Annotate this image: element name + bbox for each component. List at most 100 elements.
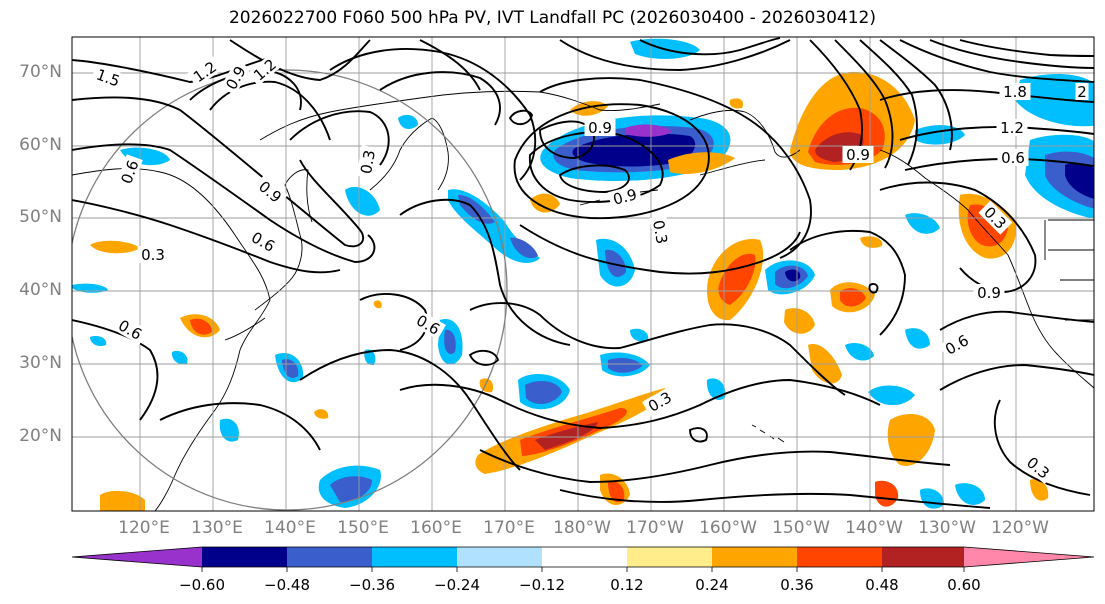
- pv-contour: [299, 349, 521, 471]
- contour-label: 0.3: [978, 200, 1013, 235]
- negative-anomaly-patch: [171, 350, 188, 365]
- negative-anomaly-patch: [1065, 163, 1094, 199]
- colorbar-tick-label: −0.60: [179, 576, 225, 594]
- pv-contour: [789, 229, 906, 336]
- contour-label-text: 0.9: [977, 284, 1001, 302]
- contour-label: 0.3: [137, 246, 169, 264]
- contour-label-text: 1.8: [1003, 83, 1027, 101]
- contour-label: 1.5: [90, 64, 126, 91]
- pv-contour: [159, 402, 321, 451]
- contour-label-text: 1.2: [1000, 119, 1024, 137]
- positive-anomaly-patch: [314, 409, 329, 419]
- positive-anomaly-patch: [530, 193, 560, 213]
- contour-label: 0.6: [410, 309, 446, 340]
- negative-anomaly-patch: [630, 328, 649, 342]
- positive-anomaly-patch: [190, 318, 212, 335]
- contour-label: 0.9: [252, 175, 288, 209]
- pv-contour: [993, 399, 1091, 496]
- lon-label: 170°W: [626, 518, 684, 538]
- lon-label: 150°W: [772, 518, 830, 538]
- colorbar-tick-label: −0.12: [519, 576, 565, 594]
- contour-label-text: 0.9: [588, 119, 612, 137]
- colorbar-tick-label: 0.24: [695, 576, 729, 594]
- contour-label-text: 2: [1077, 83, 1087, 101]
- colorbar-tick-label: −0.24: [434, 576, 480, 594]
- pv-contour: [868, 283, 879, 294]
- pv-contour: [689, 427, 708, 443]
- lat-label: 20°N: [19, 426, 62, 446]
- pv-contour: [939, 310, 1094, 331]
- colorbar-segment: [457, 547, 542, 567]
- graticule: [72, 37, 1094, 511]
- contour-label: 0.6: [116, 154, 143, 190]
- lat-label: 50°N: [19, 207, 62, 227]
- negative-anomaly-patch: [955, 483, 985, 505]
- colorbar-tick-label: −0.36: [349, 576, 395, 594]
- negative-anomaly-patch: [845, 343, 874, 361]
- plot-title: 2026022700 F060 500 hPa PV, IVT Landfall…: [228, 8, 876, 28]
- lon-label: 140°E: [264, 518, 316, 538]
- pv-contour: [559, 39, 791, 71]
- siberia-coastline: [259, 90, 661, 141]
- pv-contour: [289, 110, 390, 166]
- negative-anomaly-patch: [1015, 74, 1094, 127]
- pv-contour: [468, 349, 500, 366]
- shading-layer: [72, 38, 1094, 511]
- negative-anomaly-patch: [444, 329, 456, 354]
- japan-coastline: [224, 317, 266, 341]
- colorbar-extend-max: [964, 547, 1094, 567]
- negative-anomaly-patch: [785, 269, 801, 282]
- colorbar-segment: [797, 547, 882, 567]
- pv-contour: [513, 103, 710, 220]
- negative-anomaly-patch: [219, 418, 239, 442]
- pv-contour: [209, 80, 331, 141]
- pv-contour: [904, 157, 1094, 171]
- contour-label: 0.6: [112, 314, 148, 345]
- positive-anomaly-patch: [784, 308, 815, 334]
- negative-anomaly-patch: [72, 283, 108, 293]
- positive-anomaly-patch: [373, 300, 382, 309]
- lon-label: 160°E: [410, 518, 462, 538]
- pv-contour: [379, 71, 501, 126]
- negative-anomaly-patch: [345, 186, 380, 216]
- contour-label-text: 0.9: [846, 146, 870, 164]
- contour-label: 0.6: [245, 226, 281, 257]
- contour-label: 0.6: [939, 329, 975, 360]
- colorbar-tick-label: 0.48: [865, 576, 899, 594]
- coastlines: [72, 90, 1094, 511]
- pv-contour: [479, 449, 951, 483]
- pv-contour: [72, 319, 159, 421]
- pv-contour: [469, 302, 846, 396]
- negative-anomaly-patch: [364, 349, 376, 366]
- pv-contour: [229, 39, 371, 81]
- contour-label: 1.2: [996, 119, 1028, 137]
- pv-contour: [72, 143, 376, 263]
- colorbar-tick-label: 0.60: [947, 576, 981, 594]
- lon-label: 180°W: [553, 518, 611, 538]
- negative-anomaly-patch: [868, 385, 915, 406]
- contour-label-text: 0.9: [611, 185, 639, 209]
- pv-contour: [419, 39, 481, 91]
- lon-label: 130°W: [918, 518, 976, 538]
- negative-anomaly-patch: [905, 328, 930, 349]
- pv-contour: [72, 57, 271, 83]
- pv-contour: [899, 39, 1094, 83]
- pv-contour: [879, 39, 953, 151]
- negative-anomaly-patch: [572, 133, 696, 167]
- positive-anomaly-patch: [535, 422, 598, 450]
- positive-anomaly-patch: [875, 480, 899, 507]
- colorbar-segment: [542, 547, 627, 567]
- negative-anomaly-patch: [90, 335, 107, 347]
- asia-coastline: [72, 168, 271, 511]
- colorbar-ticks: [201, 567, 965, 572]
- pv-contour: [859, 39, 918, 166]
- contour-label: 0.6: [997, 149, 1029, 167]
- pv-contour: [539, 120, 595, 159]
- contour-label: 0.3: [642, 386, 678, 417]
- pv-contour: [929, 39, 1094, 69]
- pv-contour: [959, 39, 1094, 57]
- negative-anomaly-patch: [625, 124, 672, 137]
- negative-anomaly-patch: [458, 194, 495, 224]
- contour-label: 2: [1075, 83, 1089, 101]
- colorbar-segment: [372, 547, 457, 567]
